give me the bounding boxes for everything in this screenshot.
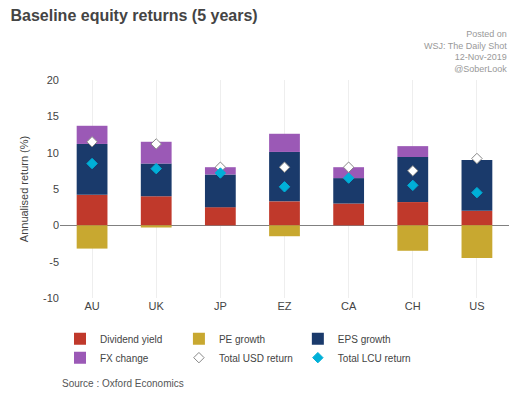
svg-text:Source : Oxford Economics: Source : Oxford Economics <box>62 378 184 389</box>
svg-text:20: 20 <box>47 74 59 86</box>
svg-text:15: 15 <box>47 110 59 122</box>
svg-text:AU: AU <box>84 300 99 312</box>
svg-text:5: 5 <box>53 183 59 195</box>
svg-text:Baseline equity returns (5 yea: Baseline equity returns (5 years) <box>10 7 257 24</box>
svg-text:FX change: FX change <box>100 353 149 364</box>
svg-text:JP: JP <box>214 300 227 312</box>
svg-text:Posted onWSJ: The Daily Shot12: Posted onWSJ: The Daily Shot12-Nov-2019@… <box>424 29 507 74</box>
svg-text:PE growth: PE growth <box>219 334 265 345</box>
svg-text:UK: UK <box>149 300 165 312</box>
svg-text:EZ: EZ <box>277 300 291 312</box>
svg-text:10: 10 <box>47 147 59 159</box>
svg-text:CH: CH <box>405 300 421 312</box>
svg-text:EPS growth: EPS growth <box>338 334 391 345</box>
svg-text:Total USD return: Total USD return <box>219 353 293 364</box>
svg-text:0: 0 <box>53 219 59 231</box>
svg-text:-10: -10 <box>43 292 59 304</box>
svg-text:Total LCU return: Total LCU return <box>338 353 411 364</box>
svg-text:-5: -5 <box>49 256 59 268</box>
svg-text:Dividend yield: Dividend yield <box>100 334 162 345</box>
svg-text:CA: CA <box>341 300 357 312</box>
svg-text:US: US <box>469 300 484 312</box>
svg-text:Annualised return (%): Annualised return (%) <box>18 136 30 242</box>
